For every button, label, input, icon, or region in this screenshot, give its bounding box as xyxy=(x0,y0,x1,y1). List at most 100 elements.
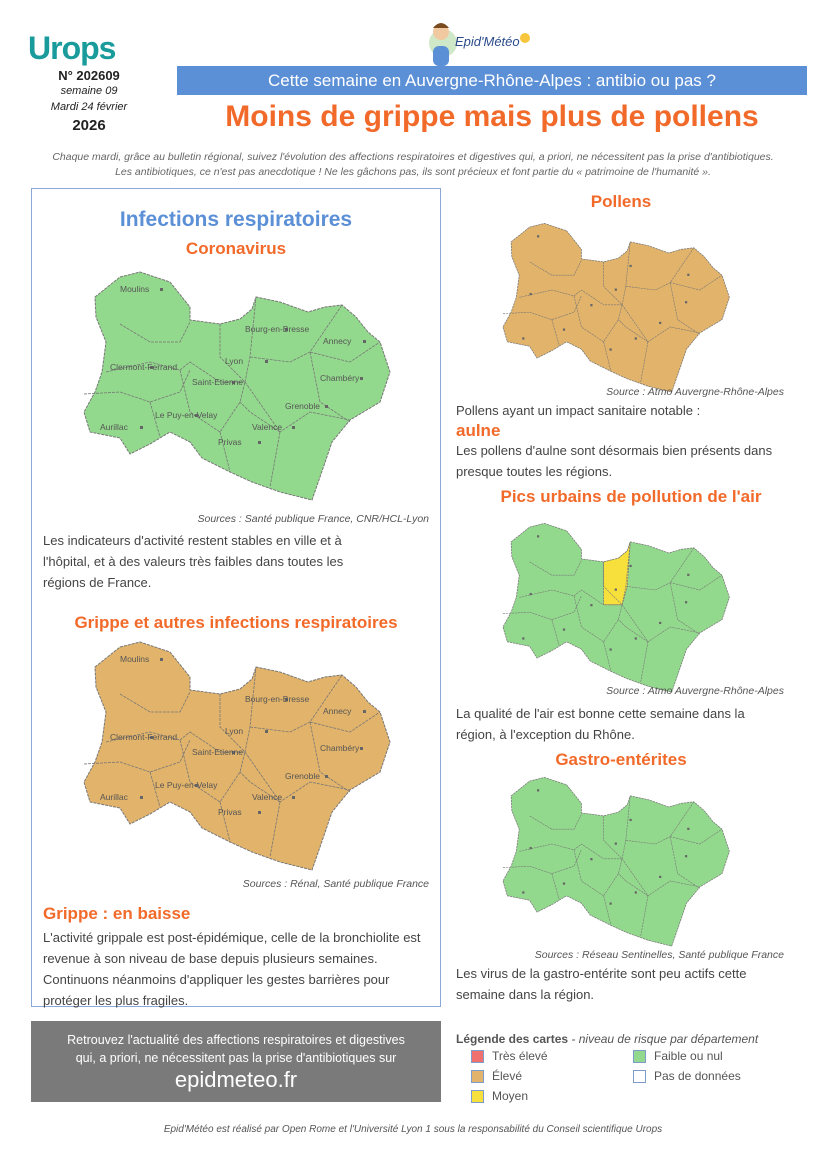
city-label: Grenoble xyxy=(285,771,320,781)
city-marker xyxy=(536,789,540,792)
city-marker xyxy=(195,414,198,417)
covid-text: Les indicateurs d'activité restent stabl… xyxy=(43,533,344,590)
flu-title: Grippe et autres infections respiratoire… xyxy=(74,613,398,632)
city-marker xyxy=(292,796,295,799)
pollens-text-2: Les pollens d'aulne sont désormais bien … xyxy=(456,443,773,479)
department-border xyxy=(625,801,695,845)
city-label: Privas xyxy=(218,807,242,817)
pollens-text-1: Pollens ayant un impact sanitaire notabl… xyxy=(456,403,701,418)
department-border xyxy=(573,595,623,643)
city-label: Moulins xyxy=(120,654,150,664)
flu-subtitle: Grippe : en baisse xyxy=(43,904,191,923)
legend-subtitle: - niveau de risque par département xyxy=(568,1032,759,1046)
city-marker xyxy=(634,337,637,340)
credit: Epid'Météo est réalisé par Open Rome et … xyxy=(163,1124,663,1135)
department-border xyxy=(618,319,649,343)
city-marker xyxy=(562,628,566,631)
website-link[interactable]: epidmeteo.fr xyxy=(174,1067,298,1092)
flu-source: Sources : Rénal, Santé publique France xyxy=(242,878,429,890)
covid-source: Sources : Santé publique France, CNR/HCL… xyxy=(197,513,429,525)
department-border xyxy=(625,247,695,291)
department-border xyxy=(249,304,343,363)
swatch-low xyxy=(633,1050,646,1064)
department-border xyxy=(244,751,351,803)
department-border xyxy=(618,619,649,643)
city-label: Annecy xyxy=(323,336,352,346)
pollens-title: Pollens xyxy=(590,192,652,211)
city-marker xyxy=(590,304,593,307)
city-label: Chambéry xyxy=(320,743,360,753)
city-label: Privas xyxy=(218,437,242,447)
gastro-text: Les virus de la gastro-entérite sont peu… xyxy=(456,966,747,1002)
department-border xyxy=(309,341,381,363)
department-border xyxy=(669,836,700,889)
department-border xyxy=(219,431,231,473)
department-border xyxy=(603,895,612,926)
department-border xyxy=(603,641,612,672)
legend-item: Pas de données xyxy=(633,1069,741,1084)
city-marker xyxy=(687,827,690,830)
department-border xyxy=(551,619,560,646)
city-marker xyxy=(659,875,662,879)
department-border xyxy=(551,873,560,900)
legend-label: Très élevé xyxy=(492,1049,548,1063)
swatch-very-high xyxy=(471,1050,484,1064)
city-marker xyxy=(325,405,328,408)
department-border xyxy=(640,641,649,683)
department-border xyxy=(269,801,281,858)
legend-item: Moyen xyxy=(471,1089,528,1104)
legend-label: Élevé xyxy=(492,1069,523,1083)
department-border xyxy=(625,547,695,591)
department-border xyxy=(119,321,191,343)
swatch-no-data xyxy=(633,1070,646,1084)
city-marker xyxy=(160,658,163,661)
department-border xyxy=(239,771,281,803)
department-border xyxy=(529,260,582,276)
banner: Cette semaine en Auvergne-Rhône-Alpes : … xyxy=(177,66,807,95)
department-border xyxy=(119,691,191,713)
city-marker xyxy=(634,891,637,894)
city-label: Clermont-Ferrand xyxy=(110,362,178,372)
city-marker xyxy=(687,573,690,576)
city-marker xyxy=(659,321,662,325)
department-border xyxy=(519,289,604,306)
headline: Moins de grippe mais plus de pollens xyxy=(225,100,759,133)
swatch-high xyxy=(471,1070,484,1084)
city-marker xyxy=(140,426,143,429)
legend-label: Pas de données xyxy=(654,1069,741,1083)
city-label: Aurillac xyxy=(100,422,128,432)
department-border xyxy=(670,828,723,845)
city-marker xyxy=(150,736,153,739)
week: semaine 09 xyxy=(60,85,118,97)
city-marker xyxy=(590,604,593,607)
intro: Chaque mardi, grâce au bulletin régional… xyxy=(0,150,826,180)
map-legend: Légende des cartes - niveau de risque pa… xyxy=(456,1032,816,1109)
department-border xyxy=(309,721,351,793)
city-marker xyxy=(265,360,268,363)
city-marker xyxy=(687,273,690,276)
pollens-highlight: aulne xyxy=(456,421,501,440)
city-label: Chambéry xyxy=(320,373,360,383)
city-marker xyxy=(529,592,532,596)
city-marker xyxy=(285,698,288,701)
city-marker xyxy=(529,846,532,850)
department-border xyxy=(669,582,700,635)
pollution-source: Source : Atmo Auvergne-Rhône-Alpes xyxy=(606,685,784,697)
city-marker xyxy=(195,784,198,787)
city-marker xyxy=(522,637,525,640)
city-marker xyxy=(360,377,363,380)
department-border xyxy=(621,604,700,643)
legend-item: Très élevé xyxy=(471,1049,548,1064)
city-marker xyxy=(614,842,617,845)
legend-item: Élevé xyxy=(471,1069,523,1084)
department-border xyxy=(640,895,649,937)
city-marker xyxy=(232,751,235,754)
region-outline xyxy=(502,777,730,947)
city-label: Saint-Etienne xyxy=(192,747,244,757)
city-marker xyxy=(536,235,540,238)
city-marker xyxy=(265,730,268,733)
flu-text: L'activité grippale est post-épidémique,… xyxy=(43,930,421,1008)
department-border xyxy=(603,341,612,372)
legend-item: Faible ou nul xyxy=(633,1049,723,1064)
city-marker xyxy=(285,328,288,331)
